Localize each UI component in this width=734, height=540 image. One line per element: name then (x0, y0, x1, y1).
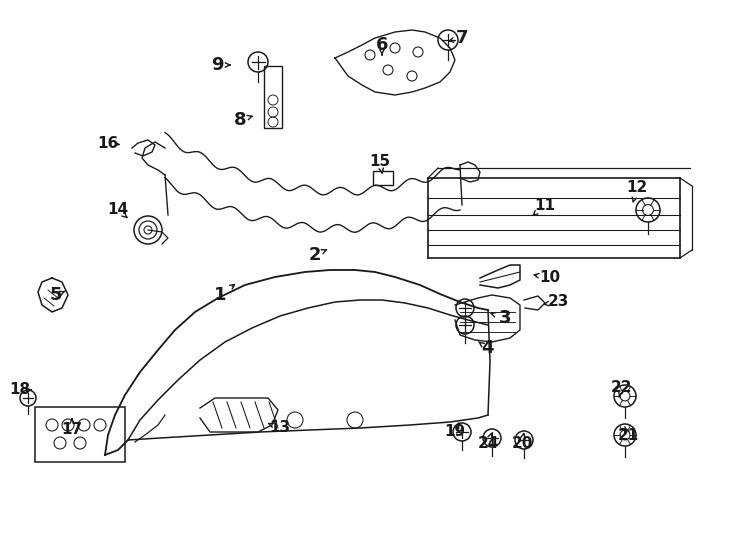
Text: 24: 24 (477, 435, 498, 450)
Text: 4: 4 (481, 339, 493, 357)
Text: 12: 12 (626, 180, 647, 195)
Text: 19: 19 (445, 424, 465, 440)
Text: 2: 2 (309, 246, 321, 264)
Text: 21: 21 (617, 429, 639, 443)
Text: 16: 16 (98, 136, 119, 151)
Text: 18: 18 (10, 382, 31, 397)
Bar (373, 171, 393, 185)
Text: 22: 22 (611, 381, 633, 395)
Text: 1: 1 (214, 286, 226, 304)
Text: 8: 8 (233, 111, 247, 129)
Text: 3: 3 (498, 309, 512, 327)
Text: 11: 11 (534, 198, 556, 213)
Text: 14: 14 (107, 202, 128, 218)
Text: 15: 15 (369, 154, 390, 170)
Text: 13: 13 (269, 421, 291, 435)
Text: 7: 7 (456, 29, 468, 47)
Text: 20: 20 (512, 435, 533, 450)
Text: 9: 9 (211, 56, 223, 74)
Text: 17: 17 (62, 422, 82, 437)
Bar (264, 66, 282, 128)
Text: 10: 10 (539, 271, 561, 286)
Text: 5: 5 (50, 286, 62, 304)
Text: 6: 6 (376, 36, 388, 54)
Bar (35, 407, 125, 462)
Text: 23: 23 (548, 294, 569, 309)
